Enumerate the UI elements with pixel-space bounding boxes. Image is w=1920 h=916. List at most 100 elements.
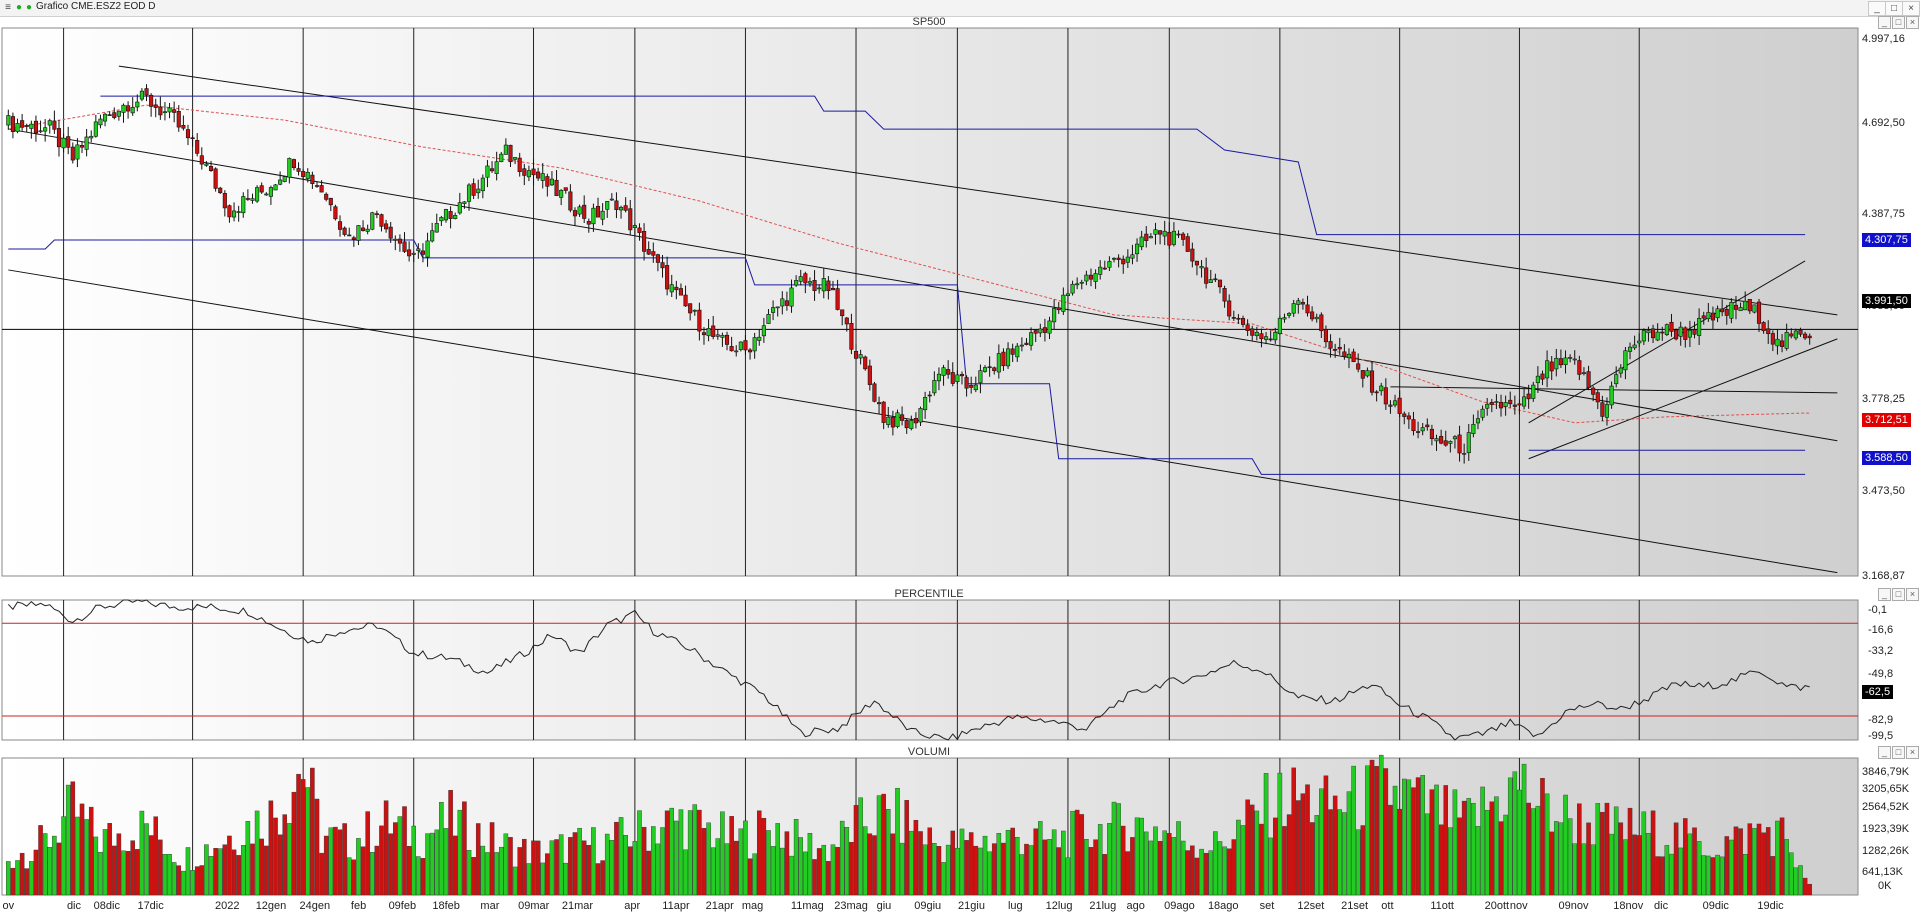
candle-up (1664, 324, 1669, 335)
candle-down (1720, 308, 1725, 313)
candle-down (522, 168, 527, 176)
volume-bar (1351, 765, 1356, 896)
candle-up (559, 189, 564, 198)
candle-up (466, 184, 472, 202)
candle-up (1623, 350, 1628, 371)
volume-bar (1286, 814, 1292, 896)
volume-bar (300, 779, 306, 896)
price-panel (1, 27, 1859, 577)
date-tick: 12gen (255, 900, 287, 912)
candle-up (443, 209, 449, 221)
volume-bar (858, 797, 863, 896)
candle-down (881, 401, 886, 423)
candle-up (485, 165, 490, 178)
volume-bar (287, 823, 292, 896)
candle-down (1102, 267, 1107, 270)
candle-up (1738, 307, 1743, 312)
volume-bar (448, 790, 453, 896)
candle-down (969, 384, 974, 388)
candle-down (701, 332, 707, 336)
volume-bar (388, 833, 393, 896)
volume-bar (600, 860, 605, 896)
volume-bar (1093, 839, 1098, 896)
candle-down (24, 125, 29, 127)
volume-bar (1401, 778, 1407, 896)
candle-up (1618, 367, 1623, 374)
menu-icon[interactable]: ≡ (5, 2, 11, 13)
volume-bar (890, 833, 896, 896)
candle-down (107, 114, 112, 116)
volume-bar (1530, 808, 1536, 896)
panel-maximize-icon[interactable]: □ (1892, 588, 1905, 601)
panel-maximize-icon[interactable]: □ (1892, 16, 1905, 29)
volume-bar (379, 825, 384, 896)
volume-bar (1784, 839, 1789, 896)
candle-down (1651, 328, 1656, 339)
date-tick: 09ago (1164, 900, 1195, 912)
volume-bar (609, 840, 615, 896)
candle-up (1706, 312, 1711, 320)
volume-bar (1125, 851, 1131, 896)
volume-bar (452, 835, 458, 896)
date-tick: mag (741, 900, 764, 912)
volume-bar (674, 820, 679, 896)
candle-down (1780, 340, 1785, 347)
candle-up (453, 215, 458, 219)
candle-down (1701, 315, 1706, 319)
panel-minimize-icon[interactable]: _ (1878, 588, 1891, 601)
candle-down (1595, 392, 1600, 403)
candle-down (1217, 279, 1223, 288)
candle-up (6, 115, 11, 126)
volume-bar (84, 819, 89, 896)
candle-down (1770, 333, 1775, 345)
volume-bar (830, 844, 836, 896)
volume-bar (1300, 793, 1306, 896)
candle-up (1752, 304, 1757, 313)
volume-bar (1434, 784, 1439, 896)
volume-bar (1549, 831, 1554, 896)
volume-bar (1540, 778, 1545, 896)
volume-bar (236, 855, 241, 896)
volume-bar (1807, 883, 1812, 896)
volume-bar (439, 802, 444, 896)
panel-minimize-icon[interactable]: _ (1878, 16, 1891, 29)
candle-down (1429, 428, 1434, 440)
window-titlebar: ≡ ● ● Grafico CME.ESZ2 EOD D _ □ × (0, 0, 1920, 17)
volume-bar (1632, 834, 1637, 896)
candle-up (734, 350, 739, 353)
volume-bar (1014, 837, 1020, 896)
candle-down (900, 414, 905, 421)
volume-bar (1572, 843, 1578, 896)
volume-bar (158, 839, 163, 896)
volume-bar (1471, 803, 1476, 896)
candle-down (1397, 397, 1402, 414)
candle-up (720, 334, 725, 338)
volume-bar (766, 830, 771, 896)
panel-maximize-icon[interactable]: □ (1892, 746, 1905, 759)
volume-bar (167, 854, 172, 896)
volume-bar (595, 863, 601, 896)
candle-up (1291, 303, 1296, 314)
volume-bar (1199, 848, 1204, 896)
candle-up (89, 135, 94, 139)
volume-bar (498, 846, 504, 896)
volume-bar (1167, 833, 1172, 896)
panel-close-icon[interactable]: × (1906, 746, 1919, 759)
candle-down (1517, 403, 1522, 406)
volume-bar (1042, 839, 1048, 896)
volume-bar (365, 811, 370, 896)
candle-down (1457, 434, 1462, 454)
panel-close-icon[interactable]: × (1906, 588, 1919, 601)
volume-bar (1415, 777, 1421, 896)
volume-bar (558, 834, 564, 896)
volume-bar (1466, 798, 1472, 896)
candle-up (365, 228, 370, 232)
volume-bar (217, 848, 223, 896)
panel-close-icon[interactable]: × (1906, 16, 1919, 29)
volume-bar (1738, 828, 1743, 896)
close-button[interactable]: × (1902, 1, 1920, 16)
volume-bar (1669, 853, 1674, 896)
volume-bar (1604, 802, 1610, 896)
panel-minimize-icon[interactable]: _ (1878, 746, 1891, 759)
